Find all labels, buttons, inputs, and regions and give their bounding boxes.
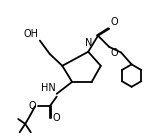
Text: HN: HN: [41, 83, 56, 93]
Text: N: N: [85, 38, 92, 48]
Text: O: O: [111, 48, 118, 58]
Text: O: O: [29, 101, 36, 111]
Text: OH: OH: [24, 29, 38, 39]
Text: O: O: [53, 113, 60, 123]
Text: O: O: [111, 17, 118, 27]
